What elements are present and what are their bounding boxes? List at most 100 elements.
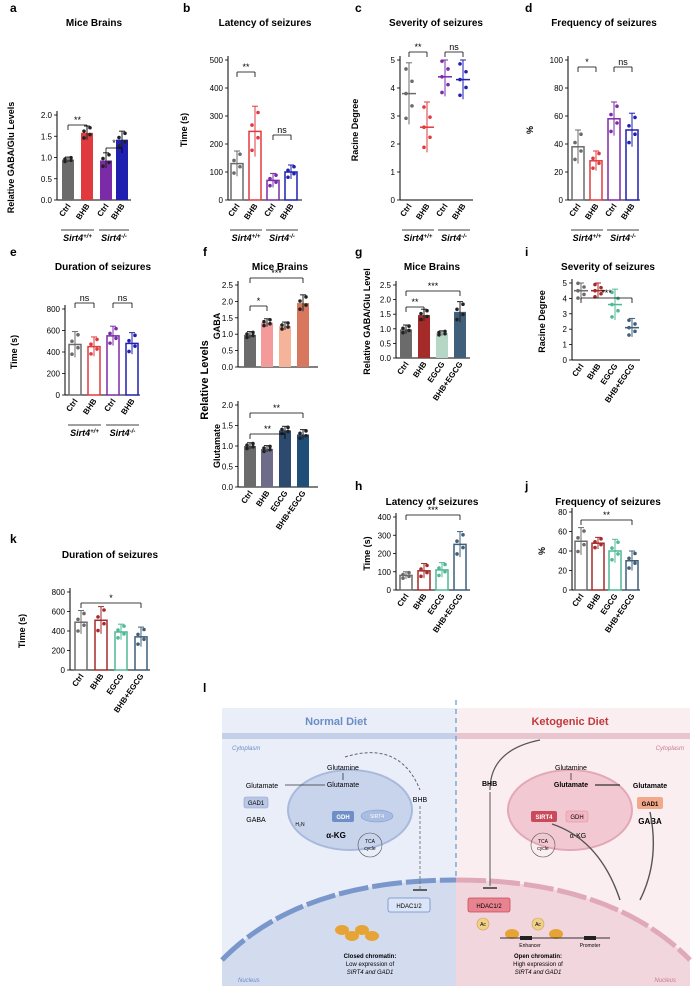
group-genotype: +/+	[83, 234, 92, 240]
keto-open-1: High expression of	[513, 962, 563, 968]
significance-label: ns	[618, 57, 628, 67]
data-point	[96, 628, 100, 633]
normal-hdac: HDAC1/2	[396, 904, 422, 910]
bar	[261, 448, 273, 487]
x-tick-label: BHB	[74, 202, 91, 222]
y-tick-label: 0.0	[222, 483, 234, 492]
bar	[297, 303, 309, 367]
ac-marker-2	[531, 917, 545, 931]
x-tick-label: Ctrl	[567, 202, 582, 218]
y-tick-label: 1.5	[41, 132, 53, 141]
y-tick-label: 200	[47, 370, 61, 379]
data-point	[268, 321, 272, 326]
data-point	[232, 158, 236, 163]
data-point	[446, 82, 450, 87]
chart-i: i Severity of seizures 0 1 2 3 4 5 Racine Degree…	[525, 245, 655, 404]
data-point	[262, 319, 266, 324]
y-tick-label: 0.0	[380, 354, 392, 363]
data-point	[633, 551, 637, 556]
significance-label: **	[264, 424, 272, 434]
data-point	[76, 629, 80, 633]
data-point	[245, 446, 249, 451]
y-tick-label: 0.0	[41, 196, 53, 205]
panel-letter-l: l	[203, 681, 206, 695]
data-point	[443, 329, 447, 334]
group-genotype: +/+	[90, 429, 99, 435]
data-point	[579, 132, 583, 136]
data-point	[251, 445, 255, 449]
normal-mitochondrion	[287, 769, 413, 851]
y-tick-label: 0	[56, 391, 61, 400]
data-point	[627, 318, 631, 323]
group-label: Sirt4-/-	[441, 233, 467, 243]
data-point	[591, 166, 595, 170]
y-tick-label: 2.5	[380, 281, 392, 290]
data-point	[102, 608, 106, 612]
data-point	[280, 427, 284, 432]
data-point	[82, 623, 86, 627]
bar	[418, 315, 430, 358]
bar	[279, 326, 291, 367]
y-axis-label: %	[537, 547, 547, 555]
data-point	[627, 566, 631, 570]
y-tick-label: 400	[52, 627, 66, 636]
data-point	[274, 173, 278, 177]
y-tick-label: 800	[47, 305, 61, 314]
y-tick-label: 2.0	[222, 297, 234, 306]
data-point	[102, 621, 106, 626]
normal-gaba: GABA	[246, 817, 266, 824]
data-point	[292, 164, 296, 169]
data-point	[404, 116, 408, 121]
data-point	[428, 115, 432, 119]
group-label: Sirt4-/-	[101, 233, 127, 243]
x-tick-label: BHB	[450, 202, 467, 222]
keto-nuclear-envelope	[455, 877, 692, 962]
y-tick-label: 1.0	[222, 442, 234, 451]
data-point	[123, 139, 127, 144]
normal-tca-cycle	[357, 832, 383, 858]
bar	[454, 311, 466, 358]
normal-chromatin	[335, 925, 379, 941]
normal-hdac-box	[387, 897, 431, 913]
data-point	[108, 341, 112, 345]
y-tick-label: 40	[554, 140, 563, 149]
data-point	[133, 344, 137, 348]
data-point	[286, 168, 290, 173]
data-point	[407, 570, 411, 575]
data-point	[425, 563, 429, 568]
keto-gdh-box	[565, 810, 589, 823]
bhb-dashed-arrow	[344, 752, 421, 791]
data-point	[304, 295, 308, 299]
x-tick-label: Ctrl	[239, 489, 254, 505]
y-axis-label: Relative GABA/Glu Level	[362, 268, 372, 375]
panel-letter-b: b	[183, 1, 190, 15]
panel-letter-g: g	[355, 245, 362, 259]
group-genotype: +/+	[593, 234, 602, 240]
panel-letter-j: j	[524, 479, 528, 493]
data-point	[461, 312, 465, 317]
data-point	[88, 125, 92, 130]
x-tick-label: Ctrl	[570, 362, 585, 378]
significance-label: ***	[271, 268, 282, 278]
data-point	[69, 158, 73, 163]
normal-gad1: GAD1	[248, 801, 265, 807]
normal-sirt4-shape	[360, 809, 394, 823]
x-tick-label: BHB	[109, 202, 126, 222]
data-point	[127, 338, 131, 343]
bar	[244, 334, 256, 367]
normal-closed-1: Low expression of	[346, 962, 395, 968]
data-point	[238, 152, 242, 156]
keto-mitochondrion	[507, 769, 633, 851]
data-point	[633, 115, 637, 120]
chart-title: Duration of seizures	[55, 262, 152, 273]
data-point	[76, 333, 80, 337]
significance-label: ***	[428, 281, 439, 291]
data-point	[419, 567, 423, 571]
normal-sirt4: SIRT4	[370, 814, 384, 820]
data-point	[262, 323, 266, 328]
data-point	[582, 529, 586, 533]
data-point	[114, 336, 118, 341]
data-point	[286, 425, 290, 430]
y-axis-label: Time (s)	[9, 335, 19, 369]
